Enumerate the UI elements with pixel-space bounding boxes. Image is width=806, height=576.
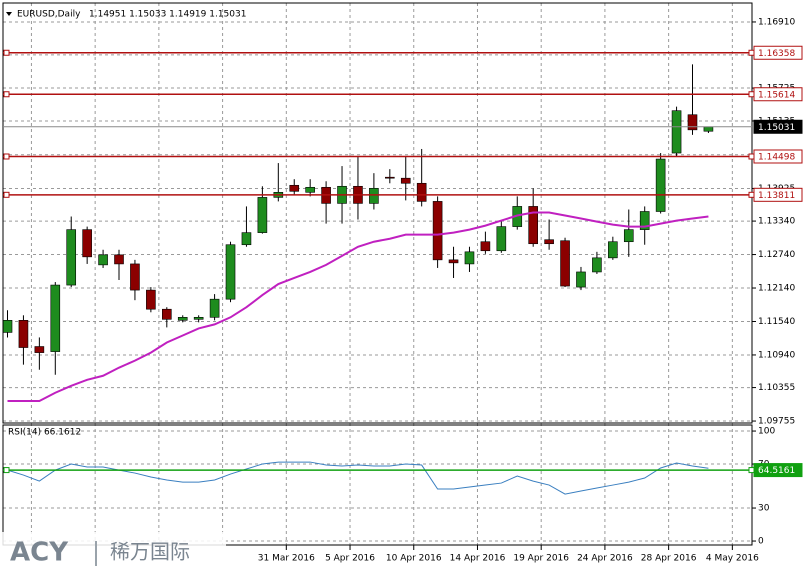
x-tick-label: 5 Apr 2016 bbox=[325, 554, 375, 564]
level-handle bbox=[748, 153, 755, 160]
candle-body bbox=[289, 184, 300, 192]
level-handle bbox=[748, 191, 755, 198]
x-tick-label: 31 Mar 2016 bbox=[258, 554, 315, 564]
rsi-frame bbox=[2, 424, 753, 546]
price-box bbox=[753, 45, 803, 60]
level-handle bbox=[3, 191, 10, 198]
x-tick-label: 19 Apr 2016 bbox=[513, 554, 569, 564]
candle-body bbox=[130, 263, 140, 291]
y-tick-label: 100 bbox=[758, 427, 775, 437]
candle-body bbox=[2, 320, 13, 333]
candle-body bbox=[146, 289, 156, 310]
candle-body bbox=[98, 254, 108, 266]
candle-body bbox=[385, 176, 395, 179]
price-box bbox=[753, 463, 803, 478]
candle-body bbox=[369, 187, 379, 204]
price-box-label: 1.13811 bbox=[758, 191, 795, 201]
candle-body bbox=[209, 298, 220, 318]
chart-title: EURUSD,Daily bbox=[17, 10, 81, 20]
level-handle bbox=[748, 49, 755, 56]
y-tick-label: 1.12740 bbox=[758, 250, 795, 260]
candle-body bbox=[671, 110, 682, 154]
x-tick-label: 4 May 2016 bbox=[706, 554, 759, 564]
candle-body bbox=[257, 197, 268, 233]
y-tick-label: 1.16910 bbox=[758, 17, 795, 27]
price-box bbox=[753, 119, 803, 134]
y-tick-label: 1.12140 bbox=[758, 284, 795, 294]
candle-body bbox=[177, 317, 188, 321]
candle-body bbox=[655, 158, 666, 212]
level-handle bbox=[3, 49, 10, 56]
candle-body bbox=[66, 229, 77, 286]
main-frame bbox=[2, 2, 753, 424]
moving-average bbox=[7, 211, 709, 402]
y-tick-label: 1.09755 bbox=[758, 417, 795, 427]
grid bbox=[3, 3, 752, 545]
y-tick-label: 1.10940 bbox=[758, 350, 795, 360]
price-box-label: 1.16358 bbox=[758, 49, 795, 59]
price-box-label: 1.15031 bbox=[758, 123, 795, 133]
candle-body bbox=[400, 177, 411, 184]
candle-body bbox=[576, 271, 586, 288]
candle-body bbox=[82, 229, 92, 258]
price-box bbox=[753, 187, 803, 202]
candle-body bbox=[687, 114, 698, 131]
candle-body bbox=[608, 241, 618, 259]
y-tick-label: 30 bbox=[758, 504, 770, 514]
watermark-box bbox=[0, 532, 226, 576]
x-tick-label: 28 Apr 2016 bbox=[641, 554, 697, 564]
candle-body bbox=[241, 232, 252, 246]
price-box-label: 64.5161 bbox=[758, 466, 795, 476]
level-handle bbox=[3, 467, 10, 474]
level-handle bbox=[3, 91, 10, 98]
candle-body bbox=[50, 284, 61, 352]
candle-body bbox=[544, 239, 554, 245]
y-tick-label: 0 bbox=[758, 537, 764, 547]
candle-body bbox=[432, 201, 443, 261]
price-box-label: 1.15614 bbox=[758, 90, 795, 100]
watermark-brand: ACY bbox=[10, 538, 69, 568]
marks bbox=[2, 64, 714, 495]
candle-body bbox=[448, 259, 459, 264]
price-box-label: 1.14498 bbox=[758, 152, 795, 162]
quote: 1.14951 1.15033 1.14919 1.15031 bbox=[89, 10, 246, 20]
candle-body bbox=[114, 254, 124, 265]
candle-body bbox=[162, 308, 172, 320]
candle-body bbox=[560, 240, 570, 287]
candle-body bbox=[528, 206, 538, 245]
x-tick-label: 14 Apr 2016 bbox=[450, 554, 506, 564]
rsi-line bbox=[7, 461, 709, 495]
candle-body bbox=[193, 317, 204, 320]
menu-icon bbox=[6, 12, 12, 16]
candle-body bbox=[480, 241, 491, 252]
candle-body bbox=[464, 251, 475, 265]
candle-body bbox=[592, 257, 602, 273]
candle-body bbox=[305, 186, 315, 193]
y-tick-label: 1.13340 bbox=[758, 217, 795, 227]
price-box bbox=[753, 87, 803, 102]
price-box bbox=[753, 149, 803, 164]
y-tick-label: 1.11540 bbox=[758, 317, 795, 327]
level-handle bbox=[748, 91, 755, 98]
x-tick-label: 10 Apr 2016 bbox=[386, 554, 442, 564]
candle-body bbox=[639, 211, 650, 230]
x-tick-label: 24 Apr 2016 bbox=[577, 554, 633, 564]
candle-body bbox=[703, 126, 714, 132]
watermark-name: 稀万国际 bbox=[110, 540, 190, 564]
candle-body bbox=[623, 229, 634, 243]
rsi-label: RSI(14) 66.1612 bbox=[8, 428, 81, 438]
candle-body bbox=[225, 244, 236, 300]
candle-body bbox=[34, 346, 45, 353]
level-handle bbox=[3, 153, 10, 160]
candle-body bbox=[18, 320, 29, 348]
level-handle bbox=[748, 467, 755, 474]
candle-body bbox=[496, 226, 507, 252]
candle-body bbox=[416, 182, 427, 202]
y-tick-label: 1.10355 bbox=[758, 383, 795, 393]
